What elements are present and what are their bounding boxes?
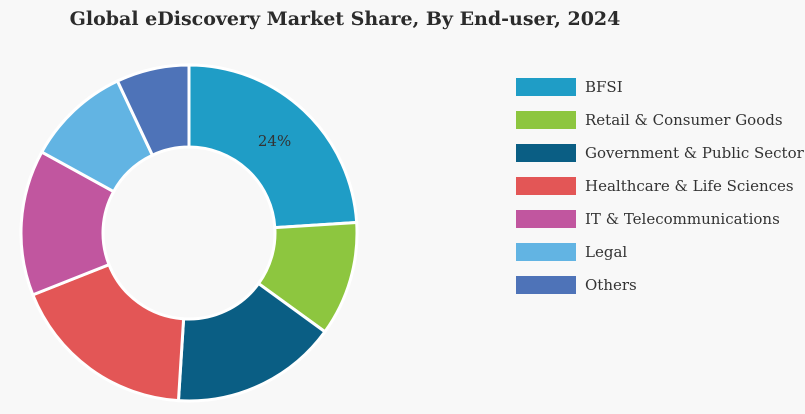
legend-swatch [516, 210, 576, 228]
legend-label: Others [585, 276, 637, 294]
donut-labels: 24% [258, 132, 291, 150]
legend-item-it-and-telecommunications[interactable]: IT & Telecommunications [516, 208, 805, 241]
legend-item-others[interactable]: Others [516, 274, 805, 307]
slice-healthcare-and-life-sciences[interactable] [30, 262, 186, 403]
legend-swatch [516, 144, 576, 162]
legend-item-bfsi[interactable]: BFSI [516, 76, 805, 109]
legend-label: Government & Public Sector [585, 144, 804, 162]
legend-label: Healthcare & Life Sciences [585, 177, 794, 195]
legend-swatch [516, 177, 576, 195]
slice-others[interactable] [115, 63, 191, 158]
legend-swatch [516, 243, 576, 261]
legend-item-retail-and-consumer-goods[interactable]: Retail & Consumer Goods [516, 109, 805, 142]
legend-label: Retail & Consumer Goods [585, 111, 783, 129]
legend-item-legal[interactable]: Legal [516, 241, 805, 274]
legend-label: IT & Telecommunications [585, 210, 780, 228]
legend-label: Legal [585, 243, 628, 261]
data-label-bfsi: 24% [258, 132, 291, 150]
legend-label: BFSI [585, 78, 623, 96]
chart-legend: BFSI Retail & Consumer Goods Government & … [516, 76, 805, 307]
legend-swatch [516, 78, 576, 96]
legend-swatch [516, 111, 576, 129]
slice-bfsi[interactable] [187, 63, 359, 230]
legend-item-healthcare-and-life-sciences[interactable]: Healthcare & Life Sciences [516, 175, 805, 208]
chart-title: Global eDiscovery Market Share, By End-u… [69, 8, 621, 30]
legend-item-government-and-public-sector[interactable]: Government & Public Sector [516, 142, 805, 175]
donut-slices [19, 63, 359, 403]
legend-swatch [516, 276, 576, 294]
